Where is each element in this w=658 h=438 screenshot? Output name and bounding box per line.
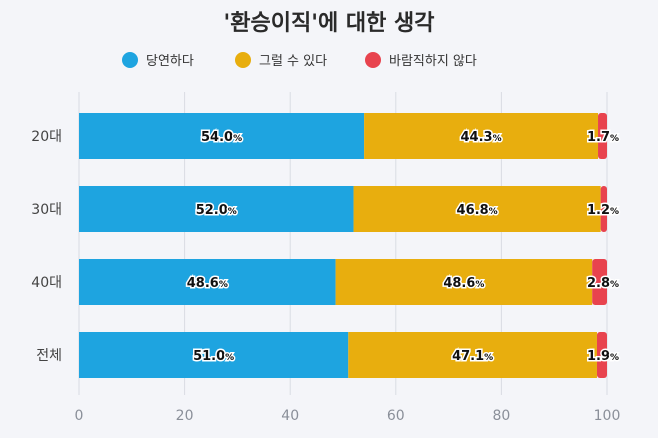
data-label: 48.6% (187, 276, 228, 291)
data-label: 1.7% (587, 130, 619, 145)
bar-segment (79, 186, 354, 232)
legend-label: 당연하다 (146, 54, 194, 69)
data-label: 1.9% (587, 349, 619, 364)
bar-segment (364, 113, 599, 159)
chart-title: '환승이직'에 대한 생각 (224, 11, 435, 36)
bar-segment (596, 332, 607, 378)
data-label: 52.0% (196, 203, 237, 218)
x-tick-label: 20 (176, 408, 194, 424)
label-layer: 54.0% 44.3% 1.7% 52.0% 46.8% 1.2% 48.6% 48.6% 2.… (185, 129, 620, 366)
bar-segment (353, 186, 601, 232)
legend-marker (365, 52, 381, 68)
y-category-label: 40대 (31, 275, 62, 291)
legend-label: 그럴 수 있다 (259, 54, 327, 69)
legend-marker (122, 52, 138, 68)
x-tick-label: 40 (281, 408, 299, 424)
x-tick-label: 0 (75, 408, 84, 424)
y-category-label: 전체 (36, 348, 62, 364)
y-category-label: 30대 (31, 202, 62, 218)
data-label: 44.3% (461, 130, 502, 145)
data-label: 54.0% (201, 130, 242, 145)
bar-segment (79, 113, 365, 159)
bar-segment (600, 186, 607, 232)
bar-segment (598, 113, 607, 159)
legend: 당연하다 그럴 수 있다 바람직하지 않다 (122, 52, 477, 69)
data-label: 1.2% (587, 203, 619, 218)
bar-segment (592, 259, 607, 305)
data-label: 46.8% (457, 203, 498, 218)
bar-segment (348, 332, 597, 378)
data-label: 51.0% (193, 349, 234, 364)
legend-label: 바람직하지 않다 (389, 54, 477, 69)
data-label: 47.1% (452, 349, 493, 364)
bar-segment (335, 259, 593, 305)
bar-layer (79, 113, 607, 378)
x-tick-label: 80 (492, 408, 510, 424)
bar-segment (79, 332, 349, 378)
data-label: 2.8% (587, 276, 619, 291)
bar-segment (79, 259, 336, 305)
legend-marker (235, 52, 251, 68)
y-category-label: 20대 (31, 129, 62, 145)
x-tick-label: 100 (594, 408, 621, 424)
x-tick-label: 60 (387, 408, 405, 424)
data-label: 48.6% (443, 276, 484, 291)
